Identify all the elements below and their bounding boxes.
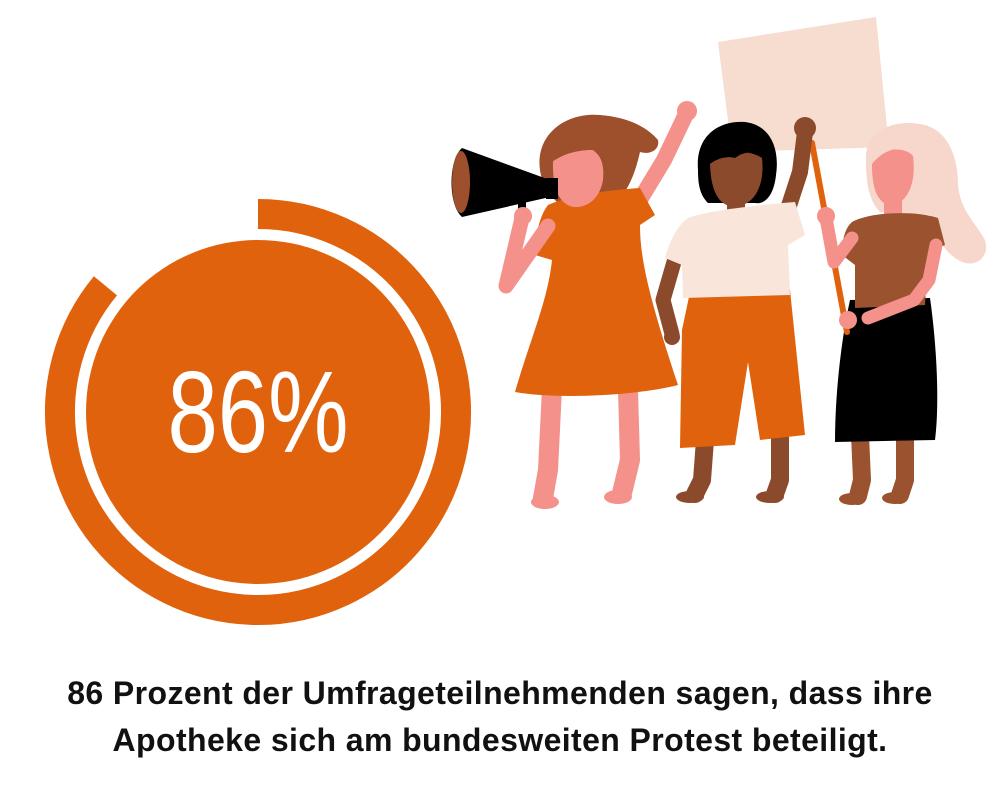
- value-label: 86%: [167, 348, 348, 477]
- woman-left: [498, 101, 697, 509]
- woman-middle: [655, 117, 816, 503]
- megaphone-opening: [452, 151, 470, 213]
- woman-left-leg-left: [533, 378, 562, 508]
- woman-middle-bangs: [703, 129, 771, 170]
- woman-left-bangs: [548, 125, 608, 165]
- woman-left-dress: [515, 188, 678, 396]
- woman-right-skirt: [835, 298, 938, 442]
- woman-right-arm-lower: [861, 238, 943, 325]
- woman-middle-hand-down: [664, 329, 680, 345]
- megaphone-handle: [518, 195, 526, 217]
- woman-middle-foot-right: [756, 491, 784, 503]
- woman-right-hair-front: [868, 129, 925, 170]
- woman-middle-leg-right: [766, 426, 789, 503]
- woman-right-foot-left: [839, 493, 865, 505]
- percentage-ring: 86%: [45, 199, 471, 625]
- woman-middle-face: [710, 152, 763, 207]
- progress-arc: [45, 199, 471, 625]
- woman-right-arms: [817, 207, 943, 329]
- woman-left-foot-right: [604, 490, 632, 504]
- woman-right-arm-upper: [819, 211, 859, 269]
- woman-middle-foot-left: [676, 491, 704, 503]
- protest-sign: [718, 17, 889, 152]
- woman-left-arm-raised: [627, 106, 694, 216]
- woman-left-hand-megaphone: [514, 207, 532, 225]
- megaphone-mouthpiece: [546, 178, 558, 199]
- woman-right-face: [871, 149, 914, 206]
- woman-middle-arm-down: [655, 247, 684, 342]
- woman-left-arm-holding: [498, 210, 556, 294]
- protest-illustration: [451, 17, 987, 509]
- value-disk: [86, 240, 430, 584]
- woman-right: [835, 123, 987, 505]
- woman-middle-shirt: [665, 202, 805, 298]
- megaphone-icon: [451, 148, 558, 217]
- woman-right-foot-right: [882, 492, 908, 504]
- woman-right-leg-right: [891, 426, 914, 504]
- caption-line-1: 86 Prozent der Umfrageteilnehmenden sage…: [67, 675, 933, 711]
- caption: 86 Prozent der Umfrageteilnehmenden sage…: [0, 670, 1000, 764]
- woman-right-hand-lower: [839, 311, 857, 329]
- woman-left-leg-right: [612, 380, 640, 503]
- woman-left-face: [552, 146, 604, 208]
- woman-middle-leg-left: [686, 431, 714, 503]
- woman-right-leg-left: [849, 426, 871, 505]
- woman-middle-fist: [794, 117, 816, 139]
- woman-right-hand-upper: [817, 207, 835, 225]
- woman-middle-pants: [680, 290, 805, 448]
- woman-left-foot-left: [531, 495, 559, 509]
- woman-left-fist: [677, 101, 697, 121]
- caption-line-2: Apotheke sich am bundesweiten Protest be…: [112, 722, 888, 758]
